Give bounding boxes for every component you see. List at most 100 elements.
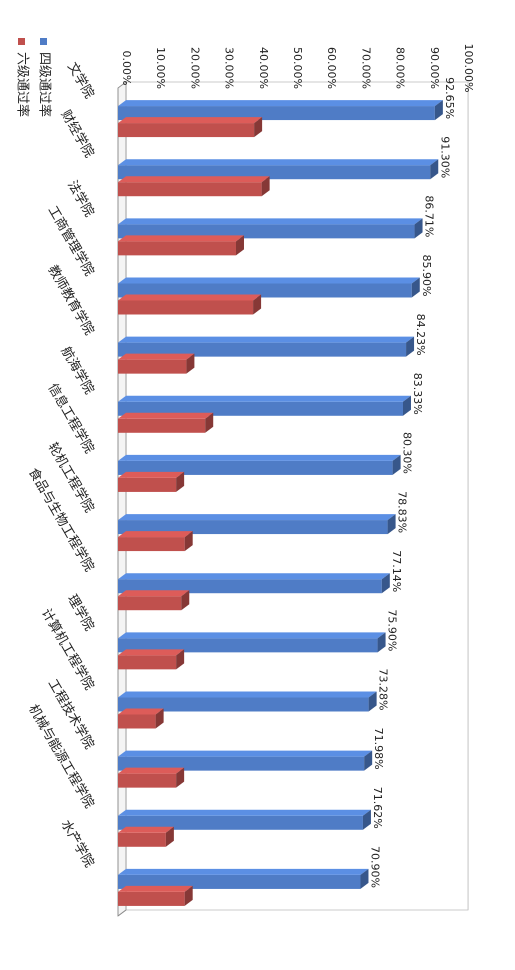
value-axis-ticks: 0.00% 10.00% 20.00% 30.00% 40.00% 50.00% 60.00… xyxy=(120,44,475,93)
bar-cet4-top xyxy=(118,750,373,757)
bar-cet6-top xyxy=(118,826,174,833)
bar-cet6-front xyxy=(118,773,177,788)
data-label-cet4: 71.62% xyxy=(371,787,384,829)
category-label: 航海学院 xyxy=(57,344,97,397)
bar-cet4 xyxy=(118,514,396,535)
bar-cet6-front xyxy=(118,241,236,256)
bar-cet4-top xyxy=(118,868,369,875)
data-label-cet4: 75.90% xyxy=(386,609,399,651)
bar-cet6-front xyxy=(118,123,255,138)
bar-cet6-end xyxy=(176,767,185,788)
bar-cet4-end xyxy=(411,277,420,298)
bar-cet6-front xyxy=(118,418,206,433)
bar-cet4 xyxy=(118,159,439,180)
bar-cet4-front xyxy=(118,460,393,475)
value-tick-label: 20.00% xyxy=(188,47,201,89)
bar-cet6-top xyxy=(118,235,244,242)
bar-cet6-front xyxy=(118,182,262,197)
bar-cet6-top xyxy=(118,471,185,478)
bar-cet6 xyxy=(118,471,185,492)
data-label-cet4: 84.23% xyxy=(414,314,427,356)
value-tick-label: 70.00% xyxy=(359,47,372,89)
bar-cet4-front xyxy=(118,342,407,357)
bar-cet4-front xyxy=(118,165,431,180)
bar-cet4 xyxy=(118,277,420,298)
bar-cet4-end xyxy=(430,159,439,180)
category-label: 水产学院 xyxy=(57,817,97,870)
bar-cet6-front xyxy=(118,891,185,906)
bar-cet6-end xyxy=(261,176,270,197)
data-label-cet4: 80.30% xyxy=(401,432,414,474)
bar-cet4-top xyxy=(118,159,439,166)
bar-cet4-end xyxy=(377,632,386,653)
category-label: 机械与能源工程学院 xyxy=(25,702,97,811)
bar-cet6-end xyxy=(205,412,214,433)
bar-cet4-front xyxy=(118,815,363,830)
category-label: 文学院 xyxy=(64,60,97,102)
bar-cet4-front xyxy=(118,401,403,416)
bar-cet6-top xyxy=(118,590,190,597)
bar-cet6 xyxy=(118,353,195,374)
bar-cet6 xyxy=(118,294,262,315)
data-label-cet4: 91.30% xyxy=(438,136,451,178)
bar-cet4-top xyxy=(118,277,420,284)
category-label: 财经学院 xyxy=(57,107,97,160)
bar-cet4-end xyxy=(392,454,401,475)
category-label: 理学院 xyxy=(64,592,97,634)
bar-cet6-top xyxy=(118,708,164,715)
bar-cet6 xyxy=(118,412,214,433)
bar-cet6-top xyxy=(118,885,193,892)
plot-walls xyxy=(117,81,469,917)
bar-cet6-front xyxy=(118,832,166,847)
bar-cet6-end xyxy=(254,117,263,138)
value-tick-label: 10.00% xyxy=(154,47,167,89)
bar-cet4-front xyxy=(118,638,378,653)
bar-cet6-top xyxy=(118,294,262,301)
category-label: 食品与生物工程学院 xyxy=(25,465,97,574)
bar-cet6-front xyxy=(118,714,156,729)
data-label-cet4: 78.83% xyxy=(396,491,409,533)
data-label-cet4: 70.90% xyxy=(368,846,381,888)
bar-cet4-end xyxy=(362,809,371,830)
bar-cet4-front xyxy=(118,579,382,594)
data-label-cet4: 83.33% xyxy=(411,373,424,415)
bar-cet6-top xyxy=(118,353,195,360)
bar-cet6-end xyxy=(176,649,185,670)
bar-cet6 xyxy=(118,531,193,552)
bar-cet4 xyxy=(118,750,373,771)
bar-cet6-top xyxy=(118,176,270,183)
bar-cet4-end xyxy=(360,868,369,889)
bar-cet6 xyxy=(118,649,185,670)
bar-cet4-end xyxy=(402,395,411,416)
bar-cet4 xyxy=(118,691,377,712)
bar-cet6-end xyxy=(184,885,193,906)
bar-cet4 xyxy=(118,573,390,594)
bar-cet6-front xyxy=(118,655,177,670)
value-tick-label: 30.00% xyxy=(223,47,236,89)
bar-cet6-end xyxy=(165,826,174,847)
bar-cet6-top xyxy=(118,531,193,538)
value-tick-label: 50.00% xyxy=(291,47,304,89)
value-tick-label: 80.00% xyxy=(394,47,407,89)
bar-cet4-front xyxy=(118,224,415,239)
bar-cet6-top xyxy=(118,412,214,419)
bar-cet4-top xyxy=(118,573,390,580)
bar-cet4-front xyxy=(118,697,369,712)
bar-cet6-end xyxy=(184,531,193,552)
bar-cet4-end xyxy=(381,573,390,594)
bar-cet4-top xyxy=(118,100,443,107)
value-tick-label: 0.00% xyxy=(120,51,133,86)
data-label-cet4: 71.98% xyxy=(372,728,385,770)
bar-cet6 xyxy=(118,708,164,729)
bar-cet6 xyxy=(118,885,193,906)
bar-cet4-front xyxy=(118,106,435,121)
bar-cet4-end xyxy=(387,514,396,535)
bar-cet4-top xyxy=(118,395,411,402)
bar-cet4 xyxy=(118,868,369,889)
bar-cet6-end xyxy=(155,708,164,729)
bar-cet4-top xyxy=(118,514,396,521)
bar-cet4 xyxy=(118,100,443,121)
bar-cet6-front xyxy=(118,359,187,374)
bar-cet6 xyxy=(118,117,263,138)
